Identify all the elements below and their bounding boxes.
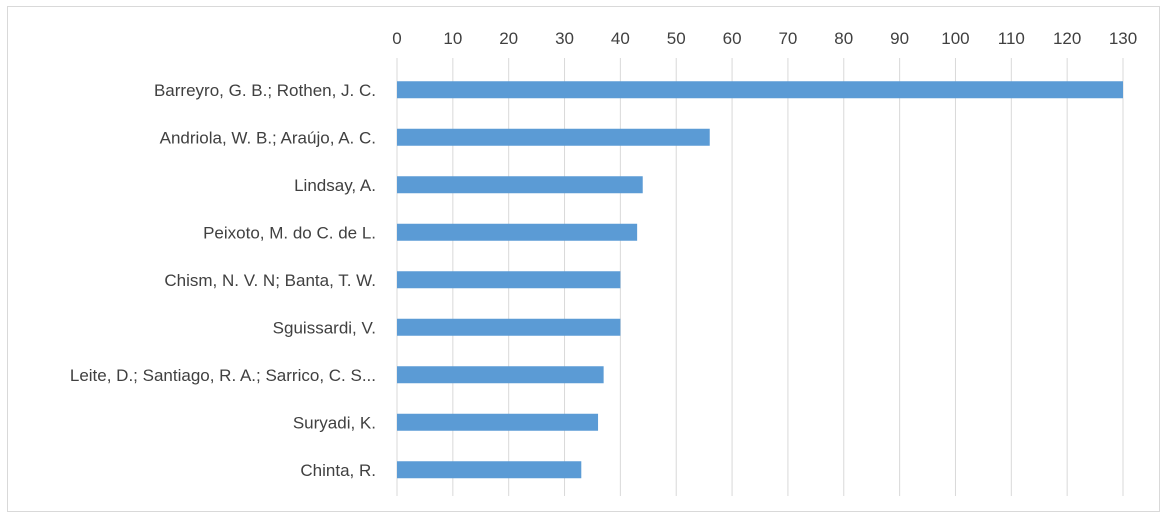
- bar: [397, 223, 638, 241]
- category-label: Chism, N. V. N; Banta, T. W.: [164, 271, 376, 290]
- x-tick-label: 50: [667, 29, 686, 48]
- x-tick-label: 70: [778, 29, 797, 48]
- category-label: Leite, D.; Santiago, R. A.; Sarrico, C. …: [70, 366, 376, 385]
- x-tick-label: 20: [499, 29, 518, 48]
- bar: [397, 128, 710, 146]
- x-tick-label: 40: [611, 29, 630, 48]
- bar: [397, 81, 1123, 99]
- x-tick-label: 130: [1109, 29, 1137, 48]
- bar: [397, 176, 643, 194]
- bar: [397, 366, 604, 384]
- bar: [397, 318, 621, 336]
- x-tick-label: 90: [890, 29, 909, 48]
- category-label: Sguissardi, V.: [273, 318, 376, 337]
- x-tick-label: 100: [941, 29, 969, 48]
- bar: [397, 461, 582, 479]
- category-label: Lindsay, A.: [294, 176, 376, 195]
- category-label: Chinta, R.: [300, 461, 376, 480]
- x-tick-label: 30: [555, 29, 574, 48]
- x-tick-label: 120: [1053, 29, 1081, 48]
- bar: [397, 271, 621, 289]
- category-label: Suryadi, K.: [293, 413, 376, 432]
- x-tick-label: 0: [392, 29, 401, 48]
- category-label: Andriola, W. B.; Araújo, A. C.: [160, 128, 376, 147]
- category-label: Peixoto, M. do C. de L.: [203, 223, 376, 242]
- x-tick-label: 10: [443, 29, 462, 48]
- category-label: Barreyro, G. B.; Rothen, J. C.: [154, 81, 376, 100]
- x-tick-label: 110: [998, 29, 1025, 48]
- x-tick-label: 60: [723, 29, 742, 48]
- x-tick-label: 80: [834, 29, 853, 48]
- bar: [397, 413, 599, 431]
